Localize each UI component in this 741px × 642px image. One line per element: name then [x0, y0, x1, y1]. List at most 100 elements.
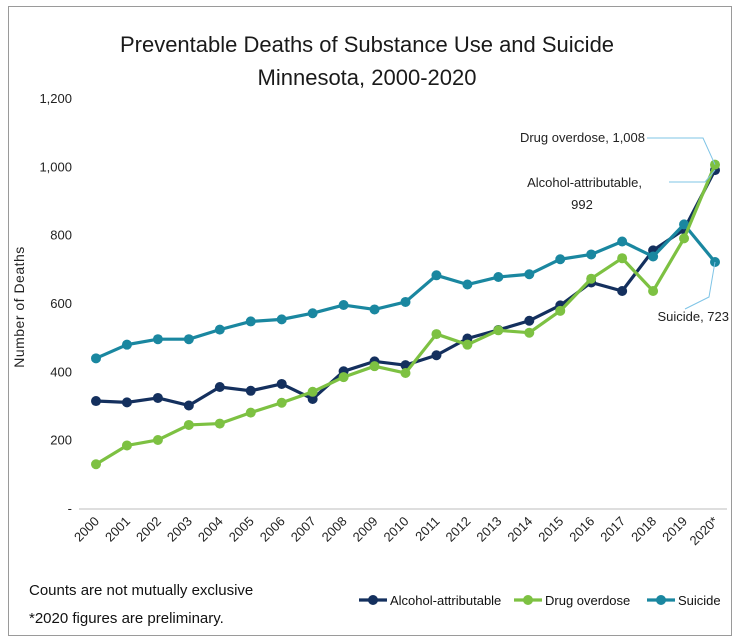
y-tick-labels: - 200 400 600 800 1,000 1,200: [39, 91, 72, 516]
x-tick-label: 2011: [412, 514, 442, 544]
data-point: [493, 272, 504, 283]
annotation-label: Drug overdose, 1,008: [520, 130, 645, 145]
chart-title: Preventable Deaths of Substance Use and …: [120, 32, 614, 57]
data-point: [524, 315, 535, 326]
series-layer: [91, 159, 720, 470]
data-point: [524, 269, 535, 280]
data-point: [152, 392, 163, 403]
data-point: [91, 353, 101, 364]
data-point: [431, 329, 442, 340]
x-tick-label: 2017: [597, 514, 628, 545]
x-tick-label: 2016: [566, 514, 597, 545]
data-point: [121, 339, 132, 350]
data-point: [679, 233, 690, 244]
data-point: [121, 397, 132, 408]
x-tick-label: 2020*: [686, 514, 721, 549]
data-point: [400, 368, 411, 379]
legend-swatch-marker: [368, 595, 378, 605]
data-point: [400, 296, 411, 307]
data-point: [183, 419, 194, 430]
data-point: [555, 305, 566, 316]
annotation-label: Suicide, 723: [657, 309, 729, 324]
data-point: [617, 236, 628, 247]
data-point: [524, 327, 535, 338]
y-tick-label: -: [68, 501, 72, 516]
data-point: [679, 219, 690, 230]
data-point: [183, 334, 194, 345]
data-point: [276, 314, 287, 325]
data-point: [369, 304, 380, 315]
data-point: [214, 418, 225, 429]
chart-frame: Preventable Deaths of Substance Use and …: [8, 6, 732, 636]
data-point: [648, 251, 659, 262]
data-point: [493, 325, 504, 336]
x-tick-label: 2014: [504, 514, 535, 545]
x-tick-label: 2003: [164, 514, 195, 545]
y-tick-label: 200: [50, 433, 72, 448]
data-point: [91, 459, 101, 470]
y-tick-label: 1,200: [39, 91, 72, 106]
x-tick-label: 2008: [319, 514, 350, 545]
annotation-leader-line: [669, 169, 716, 183]
data-point: [121, 440, 132, 451]
footnote-1: Counts are not mutually exclusive: [29, 582, 253, 599]
data-point: [91, 396, 101, 407]
data-point: [245, 385, 256, 396]
legend: Alcohol-attributable Drug overdose Suicide: [359, 593, 721, 608]
footnote-2: *2020 figures are preliminary.: [29, 610, 224, 627]
x-tick-labels: 2000 2001 2002 2003 2004 2005 2006 2007 2008 2009…: [71, 514, 721, 549]
data-point: [152, 334, 163, 345]
line-chart: Preventable Deaths of Substance Use and …: [11, 32, 729, 627]
y-tick-label: 400: [50, 364, 72, 379]
legend-swatch-marker: [656, 595, 666, 605]
x-tick-label: 2000: [71, 514, 102, 545]
data-point: [183, 400, 194, 411]
data-point: [369, 361, 380, 372]
x-tick-label: 2002: [133, 514, 164, 545]
x-tick-label: 2005: [226, 514, 257, 545]
data-point: [462, 279, 473, 290]
data-point: [307, 393, 318, 404]
legend-swatch-marker: [523, 595, 533, 605]
chart-subtitle: Minnesota, 2000-2020: [258, 65, 477, 90]
annotation-leader-line: [684, 261, 716, 310]
x-tick-label: 2004: [195, 514, 226, 545]
x-tick-label: 2001: [102, 514, 133, 545]
data-point: [276, 378, 287, 389]
data-point: [307, 386, 318, 397]
data-point: [648, 286, 659, 297]
x-tick-label: 2013: [473, 514, 504, 545]
data-point: [214, 324, 225, 335]
annotation-label: Alcohol-attributable,: [527, 175, 642, 190]
annotation-label: 992: [571, 197, 593, 212]
legend-label: Alcohol-attributable: [390, 593, 501, 608]
data-point: [338, 372, 349, 383]
data-point: [307, 308, 318, 319]
data-point: [586, 249, 597, 260]
legend-label: Drug overdose: [545, 593, 630, 608]
x-tick-label: 2015: [535, 514, 566, 545]
data-point: [617, 286, 628, 297]
x-tick-label: 2010: [381, 514, 412, 545]
x-tick-label: 2019: [659, 514, 690, 545]
data-point: [245, 407, 256, 418]
data-point: [586, 273, 597, 284]
data-point: [245, 316, 256, 327]
y-tick-label: 800: [50, 228, 72, 243]
annotation-leader-line: [647, 137, 716, 165]
y-tick-label: 1,000: [39, 159, 72, 174]
series-line: [95, 163, 717, 466]
data-point: [617, 253, 628, 264]
y-axis-label: Number of Deaths: [11, 246, 27, 368]
legend-label: Suicide: [678, 593, 721, 608]
data-point: [276, 397, 287, 408]
data-point: [338, 300, 349, 311]
data-point: [555, 254, 566, 265]
y-tick-label: 600: [50, 296, 72, 311]
x-tick-label: 2018: [628, 514, 659, 545]
data-point: [462, 339, 473, 350]
annotations: Drug overdose, 1,008 Alcohol-attributable…: [520, 130, 729, 324]
data-point: [431, 270, 442, 281]
x-tick-label: 2012: [442, 514, 473, 545]
x-tick-label: 2006: [257, 514, 288, 545]
